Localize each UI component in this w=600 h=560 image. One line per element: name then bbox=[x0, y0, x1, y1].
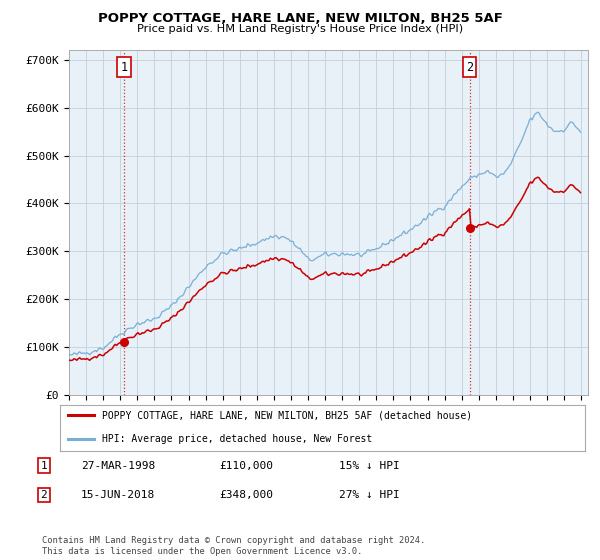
Text: HPI: Average price, detached house, New Forest: HPI: Average price, detached house, New … bbox=[102, 435, 372, 444]
Text: 2: 2 bbox=[40, 490, 47, 500]
Text: Contains HM Land Registry data © Crown copyright and database right 2024.
This d: Contains HM Land Registry data © Crown c… bbox=[42, 536, 425, 556]
Text: £348,000: £348,000 bbox=[219, 490, 273, 500]
Text: 27-MAR-1998: 27-MAR-1998 bbox=[81, 461, 155, 471]
Text: £110,000: £110,000 bbox=[219, 461, 273, 471]
Text: 1: 1 bbox=[40, 461, 47, 471]
Text: 1: 1 bbox=[121, 60, 128, 74]
Text: 15-JUN-2018: 15-JUN-2018 bbox=[81, 490, 155, 500]
Text: Price paid vs. HM Land Registry's House Price Index (HPI): Price paid vs. HM Land Registry's House … bbox=[137, 24, 463, 34]
Text: POPPY COTTAGE, HARE LANE, NEW MILTON, BH25 5AF (detached house): POPPY COTTAGE, HARE LANE, NEW MILTON, BH… bbox=[102, 410, 472, 421]
Text: 2: 2 bbox=[466, 60, 473, 74]
Text: 27% ↓ HPI: 27% ↓ HPI bbox=[339, 490, 400, 500]
Text: 15% ↓ HPI: 15% ↓ HPI bbox=[339, 461, 400, 471]
Text: POPPY COTTAGE, HARE LANE, NEW MILTON, BH25 5AF: POPPY COTTAGE, HARE LANE, NEW MILTON, BH… bbox=[98, 12, 502, 25]
